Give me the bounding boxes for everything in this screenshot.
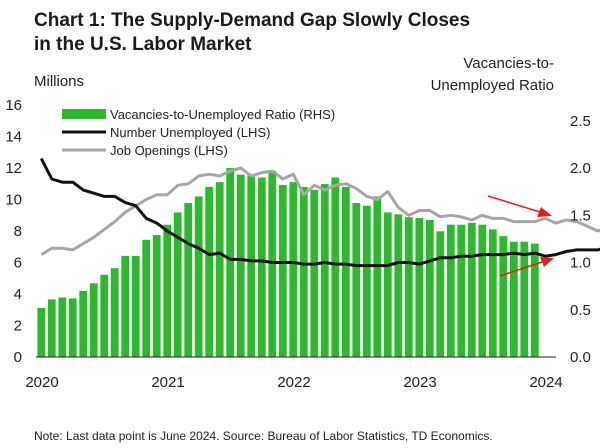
legend-label-unemployed: Number Unemployed (LHS) [110,125,270,140]
ratio-bar [215,182,224,357]
trend-arrows [487,195,554,277]
ratio-bar [110,268,119,357]
left-tick-label: 10 [5,192,22,209]
ratio-bar [47,299,56,357]
ratio-bar [226,168,235,357]
ratio-bar [394,214,403,357]
right-tick-label: 1.0 [570,255,591,272]
x-tick-label: 2024 [529,374,562,391]
ratio-bar [121,255,130,357]
ratio-bar [184,203,193,357]
left-tick-label: 2 [14,318,22,335]
right-tick-label: 0.0 [570,349,591,366]
unemployed-line [39,157,600,268]
ratio-bar [173,212,182,357]
ratio-bars [37,168,539,357]
ratio-bar [457,224,466,357]
legend-label-openings: Job Openings (LHS) [110,143,228,158]
left-tick-label: 0 [14,349,22,366]
ratio-bar [436,231,445,357]
left-tick-label: 4 [14,286,22,303]
source-note: Note: Last data point is June 2024. Sour… [34,429,493,443]
left-axis-ticks: 0 2 4 6 8 10 12 14 16 [5,97,22,366]
ratio-bar [488,229,497,357]
legend: Vacancies-to-Unemployed Ratio (RHS) Numb… [62,107,335,158]
left-tick-label: 6 [14,255,22,272]
ratio-bar [352,203,361,357]
ratio-bar [331,177,340,357]
right-tick-label: 0.5 [570,302,591,319]
legend-swatch-ratio [62,109,106,119]
ratio-bar [320,184,329,357]
ratio-bar [131,255,140,357]
ratio-bar [205,186,214,357]
ratio-bar [247,175,256,357]
x-axis-ticks: 2020 2021 2022 2023 2024 [25,374,562,391]
ratio-bar [310,189,319,357]
ratio-bar [289,182,298,357]
right-tick-label: 2.0 [570,160,591,177]
ratio-bar [425,220,434,357]
ratio-bar [404,217,413,357]
chart-title-line-1: Chart 1: The Supply-Demand Gap Slowly Cl… [34,10,470,31]
left-tick-label: 12 [5,160,22,177]
x-tick-label: 2020 [25,374,58,391]
right-axis-label-line-2: Unemployed Ratio [431,77,554,94]
ratio-bar [58,297,67,357]
ratio-bar [142,239,151,357]
ratio-bar [520,241,529,357]
left-tick-label: 8 [14,223,22,240]
ratio-bar [446,224,455,357]
ratio-bar [467,222,476,357]
arrow-up-line [499,261,543,277]
left-tick-label: 14 [5,129,22,146]
x-tick-label: 2023 [403,374,436,391]
ratio-bar [100,274,109,357]
ratio-bar [194,196,203,357]
ratio-bar [37,307,46,357]
left-axis-label: Millions [34,73,84,90]
x-tick-label: 2021 [151,374,184,391]
ratio-bar [89,283,98,357]
ratio-bar [373,196,382,357]
left-tick-label: 16 [5,97,22,114]
ratio-bar [478,224,487,357]
right-tick-label: 2.5 [570,113,591,130]
job-openings-line [40,166,600,256]
ratio-bar [152,235,161,357]
arrow-down-line [487,195,541,213]
ratio-bar [68,298,77,357]
arrow-up-head [540,257,554,267]
ratio-bar [499,236,508,357]
ratio-bar [341,186,350,357]
ratio-bar [236,174,245,357]
ratio-bar [415,218,424,357]
ratio-bar [278,185,287,357]
arrow-down-head [537,207,552,217]
ratio-bar [163,224,172,357]
chart-title-line-2: in the U.S. Labor Market [34,34,252,55]
ratio-bar [383,212,392,357]
ratio-bar [79,290,88,357]
series-lines [39,157,600,268]
x-tick-label: 2022 [277,374,310,391]
ratio-bar [257,177,266,357]
ratio-bar [509,241,518,357]
legend-label-ratio: Vacancies-to-Unemployed Ratio (RHS) [110,107,335,122]
right-axis-ticks: 0.0 0.5 1.0 1.5 2.0 2.5 [570,113,591,366]
ratio-bar [362,205,371,357]
right-tick-label: 1.5 [570,207,591,224]
right-axis-label-line-1: Vacancies-to- [463,55,554,72]
ratio-bar [530,243,539,357]
ratio-bar [299,186,308,357]
